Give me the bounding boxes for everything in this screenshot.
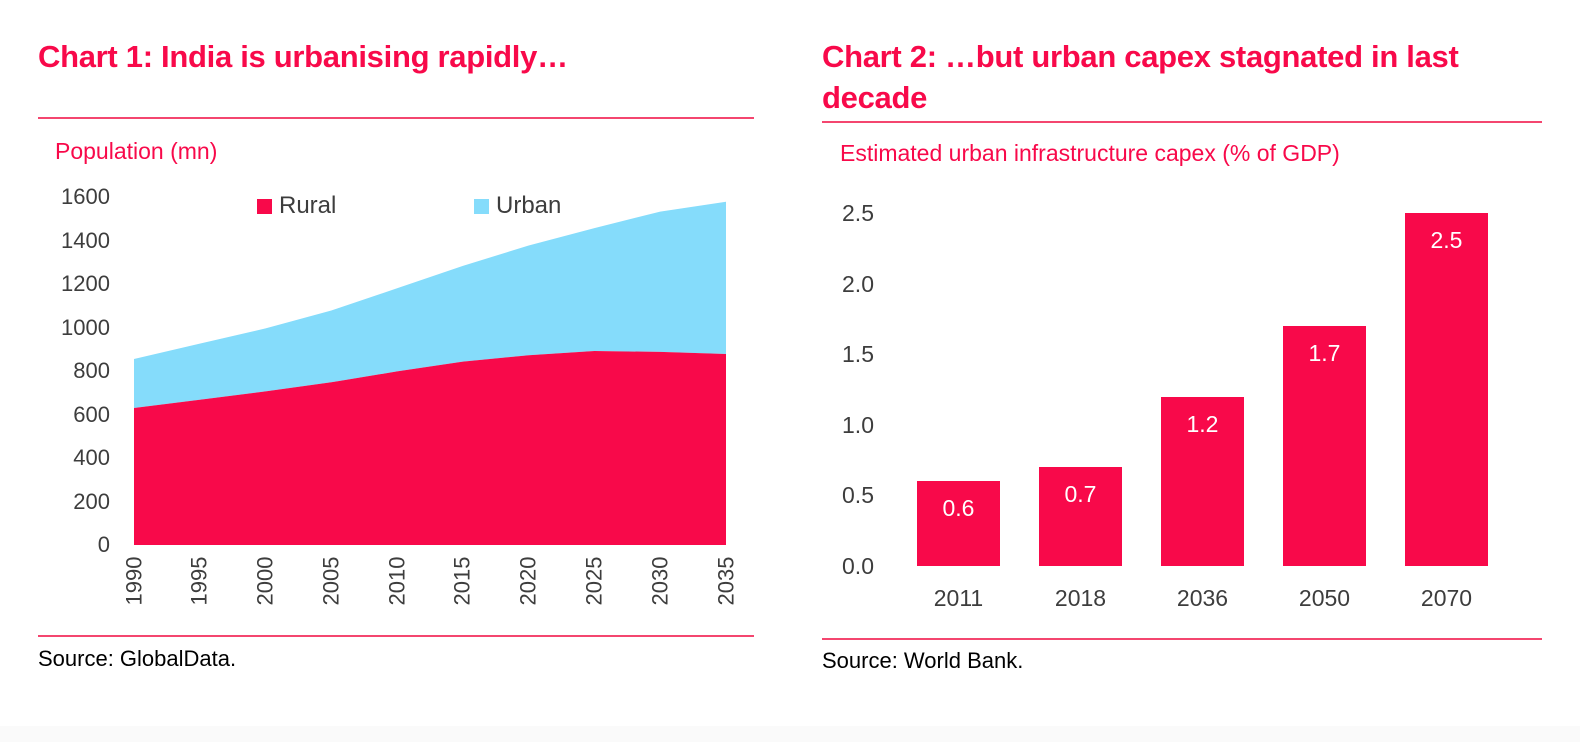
chart1-x-tick: 2010 <box>384 556 410 606</box>
chart1-x-tick: 2000 <box>252 556 278 606</box>
chart1-x-tick: 2005 <box>318 556 344 606</box>
chart2-x-tick: 2050 <box>1298 585 1351 611</box>
bar-value-label: 0.7 <box>1064 481 1097 507</box>
bar-2036: 1.2 <box>1161 397 1244 566</box>
chart1-y-tick: 1400 <box>61 227 110 253</box>
chart1-axis-title: Population (mn) <box>55 138 218 164</box>
chart2-bar-plot: 0.6 0.7 1.2 1.7 2.5 <box>822 200 1542 566</box>
chart2-x-tick: 2011 <box>933 585 984 611</box>
chart1-y-tick: 800 <box>73 358 110 383</box>
chart1-area-svg <box>134 201 726 545</box>
bar-value-label: 1.7 <box>1308 340 1341 366</box>
bar-2050: 1.7 <box>1283 326 1366 566</box>
chart2-y-tick: 2.5 <box>842 200 874 226</box>
bar-value-label: 0.6 <box>942 495 975 521</box>
chart2-source-rule <box>822 638 1542 640</box>
chart2-source: Source: World Bank. <box>822 648 1024 673</box>
chart1-y-tick: 1600 <box>61 184 110 209</box>
chart1-x-tick: 2030 <box>647 556 673 606</box>
chart1-x-tick: 1995 <box>186 556 212 606</box>
rural-area-series <box>134 351 726 545</box>
bar-2011: 0.6 <box>917 481 1000 566</box>
chart1-x-tick: 2020 <box>515 556 541 606</box>
chart1-x-tick: 1990 <box>121 556 147 606</box>
chart1-area-plot <box>134 197 726 545</box>
chart1-y-tick: 200 <box>73 488 110 514</box>
legend-label: Rural <box>279 192 337 219</box>
bar-value-label: 2.5 <box>1430 227 1463 253</box>
legend-label: Urban <box>496 192 562 219</box>
chart2-axis-title: Estimated urban infrastructure capex (% … <box>840 140 1340 166</box>
chart1-y-tick: 1200 <box>61 271 110 296</box>
chart2-x-tick: 2036 <box>1176 585 1229 611</box>
chart1-source: Source: GlobalData. <box>38 646 237 671</box>
bar-2070: 2.5 <box>1405 213 1488 566</box>
legend-swatch-urban-icon <box>474 198 489 214</box>
chart2-y-tick: 2.0 <box>842 270 874 297</box>
chart1-title-rule <box>38 117 754 119</box>
chart1-source-rule <box>38 635 754 637</box>
legend-item-rural: Rural <box>257 194 336 218</box>
chart2-x-tick: 2070 <box>1420 585 1473 611</box>
chart2-y-tick: 0.5 <box>842 482 874 509</box>
chart1-y-tick: 1000 <box>61 314 110 340</box>
bar-2018: 0.7 <box>1039 467 1122 566</box>
chart2-title-rule <box>822 121 1542 123</box>
chart1-title: Chart 1: India is urbanising rapidly… <box>38 39 568 74</box>
page-footer-strip <box>0 726 1580 742</box>
chart1-y-tick: 400 <box>73 445 110 470</box>
chart1-x-tick: 2025 <box>581 556 607 606</box>
chart1-x-tick: 2015 <box>449 556 475 606</box>
urban-area-series <box>134 201 726 408</box>
bar-value-label: 1.2 <box>1186 411 1219 437</box>
chart1-y-tick: 0 <box>97 532 110 557</box>
chart2-title: Chart 2: …but urban capex stagnated in l… <box>822 39 1459 115</box>
chart2-y-tick: 1.0 <box>842 411 874 438</box>
chart2-y-tick: 1.5 <box>842 341 874 368</box>
legend-swatch-rural-icon <box>257 198 272 214</box>
chart2-x-tick: 2018 <box>1054 585 1107 611</box>
chart1-x-tick: 2035 <box>713 556 739 606</box>
legend-item-urban: Urban <box>474 194 561 218</box>
chart1-y-tick: 600 <box>73 401 110 427</box>
chart2-y-tick: 0.0 <box>842 553 874 579</box>
